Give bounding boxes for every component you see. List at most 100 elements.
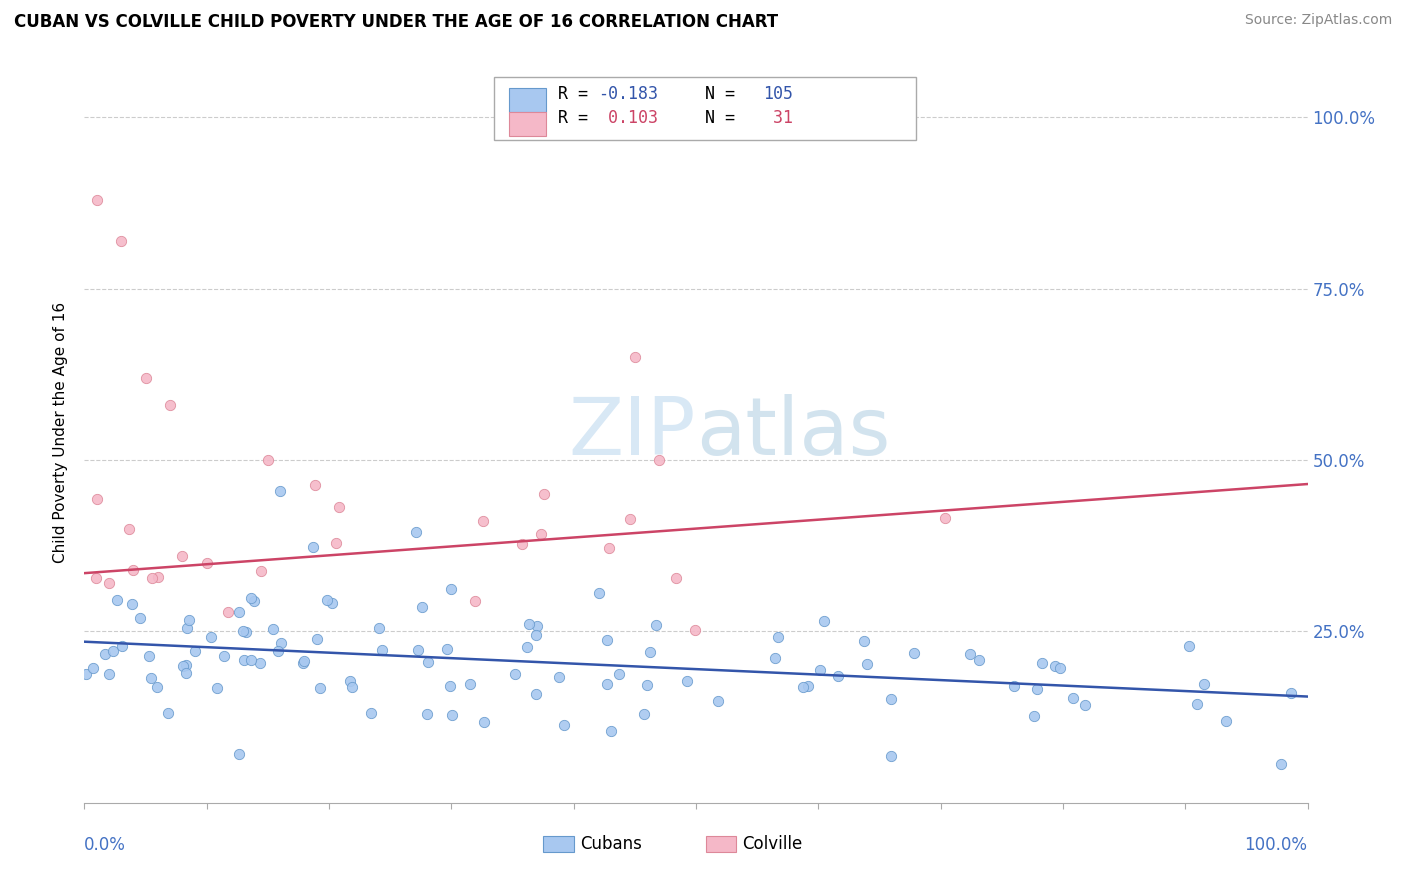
FancyBboxPatch shape <box>509 88 546 112</box>
Point <box>524 687 547 701</box>
Point <box>1187 697 1209 711</box>
Point <box>212 648 235 663</box>
Point <box>1043 658 1066 673</box>
Point <box>903 646 925 660</box>
Point <box>262 622 284 636</box>
Point <box>880 748 903 763</box>
Point <box>233 652 256 666</box>
Point <box>176 665 198 680</box>
Point <box>636 678 658 692</box>
Point <box>766 630 789 644</box>
Point <box>607 667 630 681</box>
Point <box>176 621 198 635</box>
Point <box>105 592 128 607</box>
Point <box>548 670 571 684</box>
Point <box>526 619 548 633</box>
Point <box>1049 660 1071 674</box>
Point <box>340 681 363 695</box>
Point <box>599 724 621 739</box>
Point <box>270 636 292 650</box>
Point <box>228 747 250 761</box>
Point <box>440 582 463 596</box>
FancyBboxPatch shape <box>494 78 917 140</box>
Point <box>195 556 218 570</box>
Point <box>135 371 157 385</box>
Point <box>1002 679 1025 693</box>
Point <box>339 674 361 689</box>
Point <box>239 653 262 667</box>
Point <box>1279 685 1302 699</box>
Point <box>827 669 849 683</box>
Text: Colville: Colville <box>742 835 803 854</box>
Point <box>553 717 575 731</box>
Point <box>269 483 291 498</box>
Point <box>464 593 486 607</box>
Point <box>138 649 160 664</box>
Point <box>441 708 464 723</box>
Point <box>316 593 339 607</box>
Point <box>304 478 326 492</box>
Point <box>472 714 495 729</box>
Point <box>813 614 835 628</box>
Point <box>172 659 194 673</box>
Point <box>1178 639 1201 653</box>
Point <box>307 632 329 646</box>
Point <box>436 641 458 656</box>
Point <box>110 234 132 248</box>
Text: 0.0%: 0.0% <box>84 836 127 855</box>
Point <box>122 563 145 577</box>
Point <box>117 523 139 537</box>
Point <box>439 679 461 693</box>
Point <box>370 643 392 657</box>
Point <box>1192 677 1215 691</box>
Point <box>141 571 163 585</box>
Text: R =: R = <box>558 85 598 103</box>
FancyBboxPatch shape <box>509 112 546 136</box>
Point <box>217 606 239 620</box>
Point <box>411 599 433 614</box>
Point <box>159 398 181 412</box>
Point <box>98 666 121 681</box>
Text: N =: N = <box>685 85 745 103</box>
Point <box>1270 756 1292 771</box>
Point <box>596 633 619 648</box>
Point <box>665 571 688 585</box>
Point <box>184 643 207 657</box>
Point <box>1025 681 1047 696</box>
FancyBboxPatch shape <box>543 836 574 853</box>
Text: -0.183: -0.183 <box>598 85 658 103</box>
Point <box>232 624 254 638</box>
Point <box>880 691 903 706</box>
Point <box>141 671 163 685</box>
Point <box>325 535 347 549</box>
Text: 31: 31 <box>763 109 793 127</box>
Point <box>94 647 117 661</box>
Point <box>146 680 169 694</box>
Point <box>302 540 325 554</box>
Point <box>633 706 655 721</box>
Point <box>619 511 641 525</box>
Point <box>156 706 179 720</box>
Point <box>472 514 495 528</box>
Point <box>638 645 661 659</box>
Point <box>1031 656 1053 670</box>
Point <box>103 644 125 658</box>
Point <box>624 350 647 364</box>
Point <box>763 651 786 665</box>
Point <box>250 564 273 578</box>
Text: R =: R = <box>558 109 598 127</box>
Point <box>82 661 104 675</box>
Point <box>797 679 820 693</box>
Point <box>243 594 266 608</box>
Text: 100.0%: 100.0% <box>1244 836 1308 855</box>
Text: Source: ZipAtlas.com: Source: ZipAtlas.com <box>1244 13 1392 28</box>
Point <box>97 576 120 591</box>
Text: Cubans: Cubans <box>579 835 641 854</box>
Point <box>533 487 555 501</box>
FancyBboxPatch shape <box>706 836 737 853</box>
Point <box>121 597 143 611</box>
Point <box>588 585 610 599</box>
Point <box>1062 691 1084 706</box>
Point <box>367 621 389 635</box>
Point <box>174 658 197 673</box>
